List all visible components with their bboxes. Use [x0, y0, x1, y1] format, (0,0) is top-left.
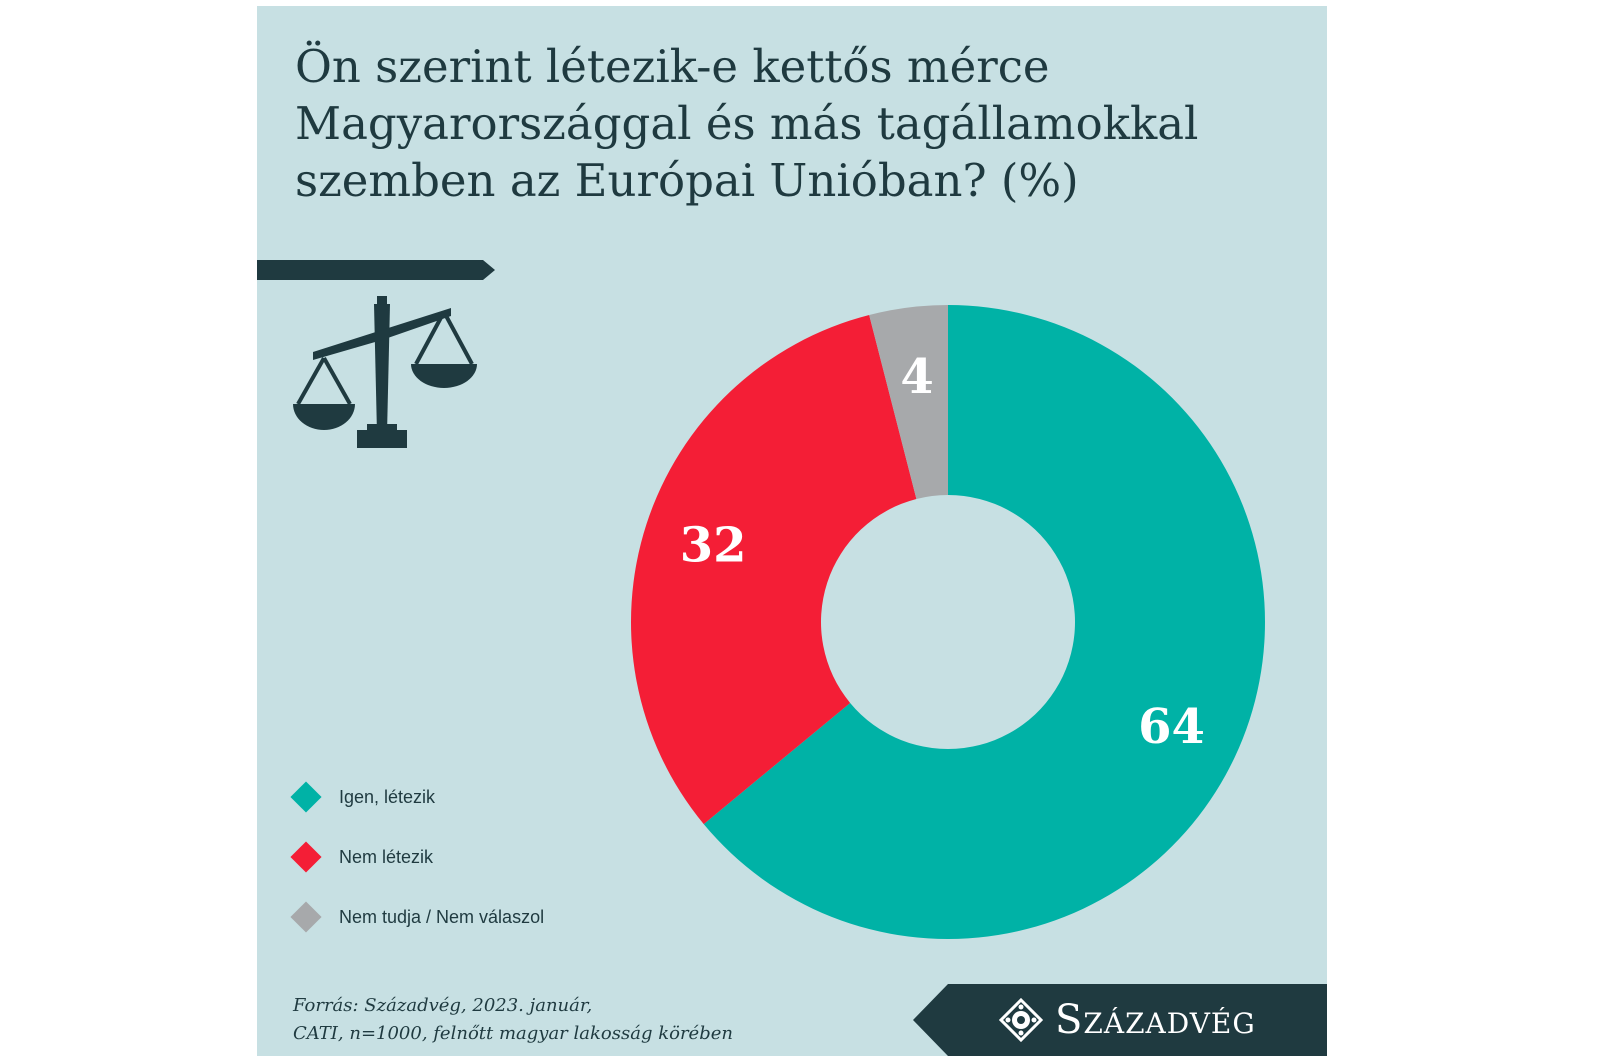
szazadveg-logo-icon: [999, 998, 1043, 1042]
legend-swatch-nem-letezik: [290, 841, 322, 873]
source-line: Forrás: Századvég, 2023. január,: [293, 995, 593, 1016]
donut-slice-igen: [703, 305, 1265, 939]
title-line: Magyarországgal és más tagállamokkal: [295, 97, 1199, 150]
legend-label-nem-tudja: Nem tudja / Nem válaszol: [339, 907, 545, 927]
legend-label-nem-letezik: Nem létezik: [339, 847, 434, 867]
infographic-card: Ön szerint létezik-e kettős mérce Magyar…: [257, 6, 1327, 1056]
legend-swatch-igen: [290, 781, 322, 813]
slice-value-label-igen: 64: [1138, 699, 1205, 755]
donut-slice-nem-tudja: [869, 305, 948, 499]
title-underline-bar: [257, 260, 495, 280]
slice-value-label-nem-tudja: 4: [900, 349, 933, 405]
donut-slice-nem-letezik: [631, 314, 917, 825]
brand-name: Századvég: [1055, 997, 1256, 1043]
slice-value-label-nem-letezik: 32: [680, 518, 747, 574]
source-line: CATI, n=1000, felnőtt magyar lakosság kö…: [293, 1023, 733, 1044]
legend-label-igen: Igen, létezik: [339, 787, 436, 807]
chart-title: Ön szerint létezik-e kettős mérce Magyar…: [295, 38, 1295, 209]
donut-chart: 64 32 4: [631, 305, 1265, 939]
brand-banner: Századvég: [913, 984, 1327, 1056]
title-line: Ön szerint létezik-e kettős mérce: [295, 40, 1050, 93]
legend-swatch-nem-tudja: [290, 901, 322, 933]
source-note: Forrás: Századvég, 2023. január, CATI, n…: [293, 992, 733, 1048]
balance-scale-icon: [293, 296, 477, 448]
title-line: szemben az Európai Unióban? (%): [295, 154, 1079, 207]
